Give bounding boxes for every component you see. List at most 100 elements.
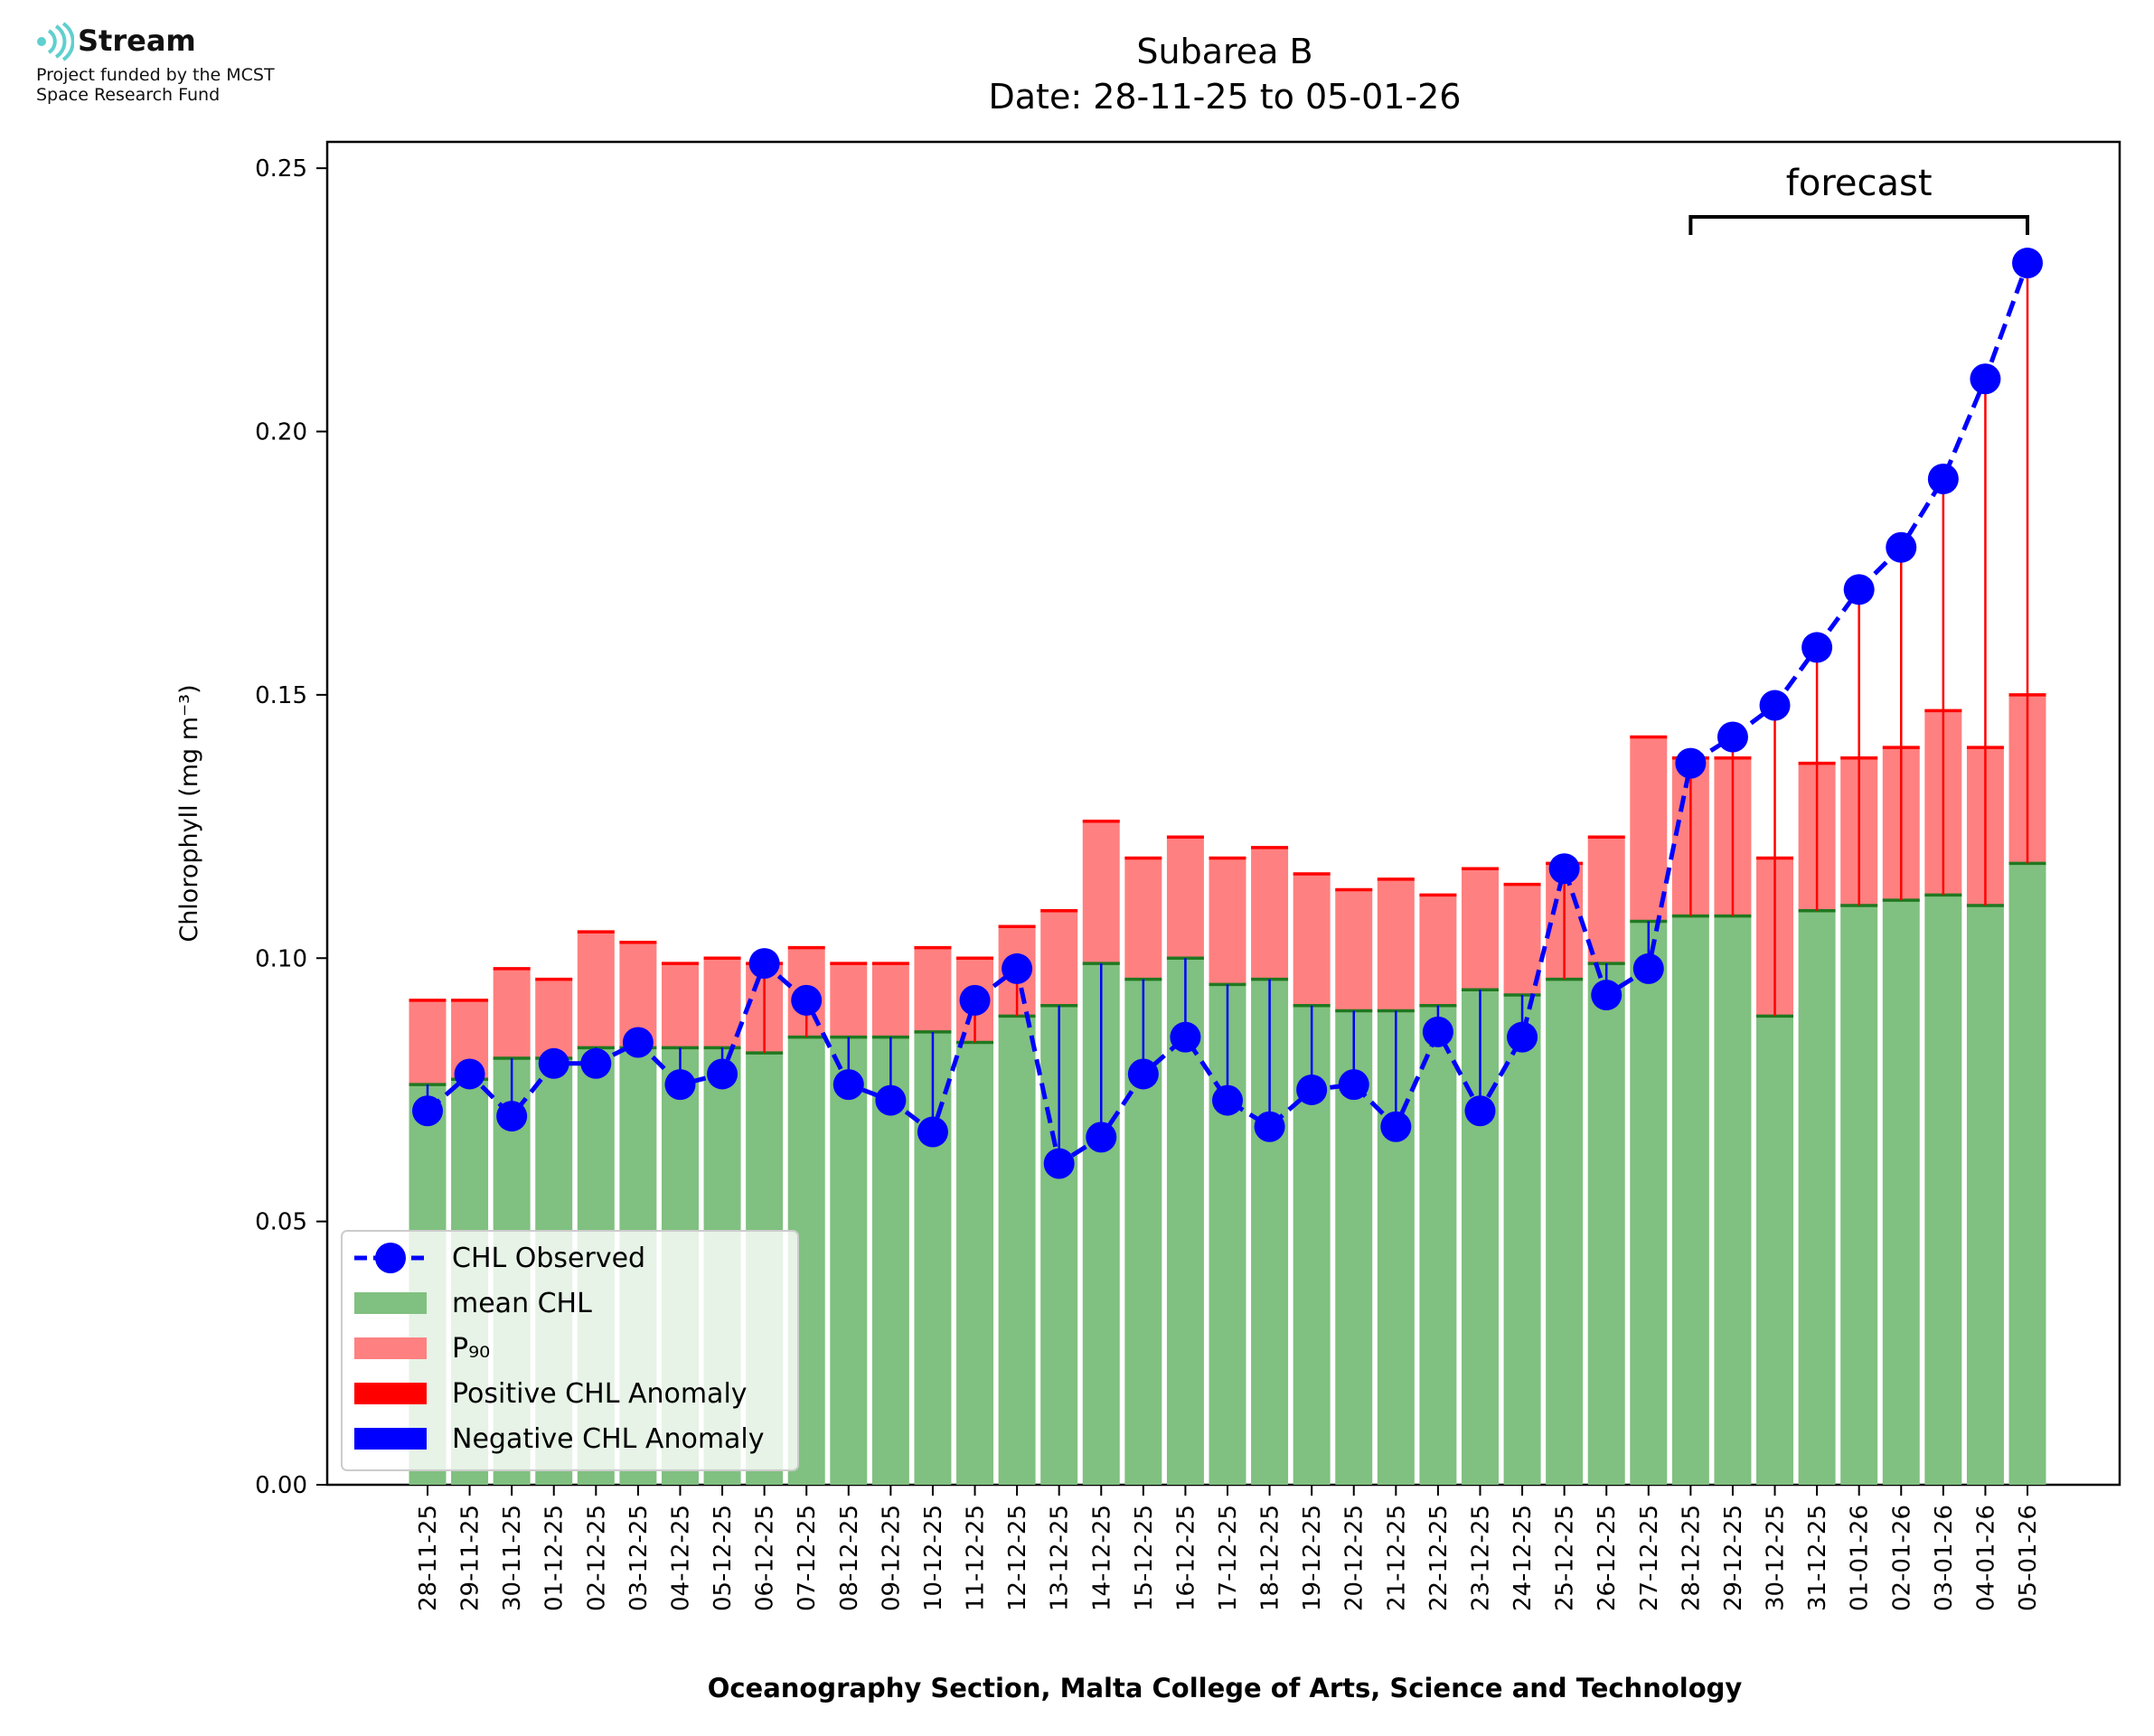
x-tick-label: 29-12-25	[1720, 1505, 1747, 1611]
x-tick-label: 23-12-25	[1467, 1505, 1494, 1611]
x-tick-label: 01-12-25	[541, 1505, 569, 1611]
p90-bar	[577, 932, 615, 1048]
p90-bar	[1209, 858, 1246, 985]
x-tick-label: 26-12-25	[1594, 1505, 1621, 1611]
observed-point	[1464, 1095, 1496, 1127]
observed-point	[580, 1047, 612, 1079]
logo-brand: Stream	[78, 23, 196, 58]
x-tick-label: 06-12-25	[752, 1505, 779, 1611]
observed-point	[1801, 632, 1833, 663]
x-tick-label: 18-12-25	[1257, 1505, 1284, 1611]
x-tick-label: 28-12-25	[1678, 1505, 1705, 1611]
x-tick-label: 17-12-25	[1215, 1505, 1242, 1611]
x-tick-label: 04-12-25	[667, 1505, 694, 1611]
legend-label: CHL Observed	[452, 1243, 645, 1274]
x-tick-label: 04-01-26	[1972, 1505, 1999, 1611]
logo-funding-text: Project funded by the MCST Space Researc…	[36, 65, 275, 105]
y-tick-label: 0.05	[255, 1209, 307, 1236]
y-axis-label: Chlorophyll (mg m⁻³)	[175, 684, 203, 942]
p90-bar	[1040, 910, 1078, 1006]
p90-bar	[409, 999, 447, 1085]
p90-bar	[661, 963, 699, 1048]
observed-point	[1002, 952, 1033, 984]
x-tick-label: 20-12-25	[1341, 1505, 1369, 1611]
x-tick-label: 11-12-25	[963, 1505, 990, 1611]
mean-bar	[1714, 915, 1752, 1485]
x-tick-label: 27-12-25	[1636, 1505, 1663, 1611]
observed-point	[1380, 1111, 1412, 1142]
x-tick-label: 30-11-25	[499, 1505, 526, 1611]
observed-point	[1507, 1021, 1538, 1053]
observed-point	[2012, 248, 2043, 279]
x-tick-label: 05-12-25	[710, 1505, 737, 1611]
legend-label: Positive CHL Anomaly	[452, 1378, 748, 1410]
mean-bar	[1924, 895, 1962, 1485]
p90-bar	[493, 968, 531, 1058]
x-tick-label: 02-01-26	[1888, 1505, 1915, 1611]
legend-mean-swatch	[354, 1292, 427, 1314]
observed-point	[454, 1058, 485, 1090]
x-tick-label: 08-12-25	[836, 1505, 863, 1611]
legend-label: mean CHL	[452, 1288, 592, 1319]
logo-funding-line1: Project funded by the MCST	[36, 65, 275, 85]
mean-bar	[2008, 863, 2046, 1485]
y-tick-label: 0.00	[255, 1472, 307, 1499]
x-tick-label: 16-12-25	[1172, 1505, 1199, 1611]
x-tick-label: 02-12-25	[583, 1505, 610, 1611]
observed-point	[1717, 721, 1748, 753]
p90-bar	[1377, 878, 1415, 1011]
x-tick-label: 21-12-25	[1383, 1505, 1410, 1611]
forecast-bracket	[1688, 215, 2029, 235]
x-tick-label: 03-12-25	[626, 1505, 653, 1611]
y-tick-label: 0.20	[255, 419, 307, 446]
stream-logo-icon	[37, 22, 74, 61]
x-tick-label: 22-12-25	[1425, 1505, 1453, 1611]
observed-point	[1591, 980, 1623, 1011]
y-tick-label: 0.10	[255, 945, 307, 972]
p90-bar	[1503, 884, 1541, 996]
observed-point	[791, 984, 823, 1016]
x-tick-label: 25-12-25	[1552, 1505, 1579, 1611]
observed-point	[1548, 853, 1580, 885]
p90-bar	[1124, 858, 1162, 980]
chart-subtitle: Date: 28-11-25 to 05-01-26	[989, 77, 1462, 117]
observed-point	[1212, 1084, 1243, 1116]
mean-bar	[830, 1037, 868, 1485]
observed-point	[622, 1027, 654, 1058]
observed-point	[412, 1095, 443, 1127]
observed-point	[917, 1116, 948, 1148]
observed-point	[1759, 690, 1791, 721]
observed-point	[1927, 463, 1959, 494]
observed-point	[1296, 1074, 1328, 1105]
p90-bar	[1630, 737, 1668, 922]
x-tick-label: 01-01-26	[1847, 1505, 1874, 1611]
mean-bar	[1419, 1005, 1457, 1485]
mean-bar	[1503, 995, 1541, 1485]
x-tick-label: 05-01-26	[2015, 1505, 2042, 1611]
legend-positive-swatch	[354, 1383, 427, 1404]
observed-point	[1170, 1021, 1201, 1053]
p90-bar	[535, 979, 573, 1058]
observed-point	[1886, 531, 1917, 563]
observed-point	[1086, 1121, 1117, 1153]
forecast-label: forecast	[1786, 163, 1933, 204]
observed-point	[1422, 1016, 1453, 1047]
p90-bar	[914, 947, 952, 1032]
observed-point	[496, 1101, 528, 1132]
legend-observed-marker	[375, 1243, 406, 1273]
x-tick-label: 07-12-25	[794, 1505, 821, 1611]
p90-bar	[703, 958, 741, 1048]
mean-bar	[1966, 905, 2004, 1485]
observed-point	[664, 1069, 696, 1101]
y-tick-label: 0.15	[255, 682, 307, 709]
observed-point	[832, 1069, 864, 1101]
x-tick-label: 09-12-25	[878, 1505, 905, 1611]
observed-point	[538, 1047, 569, 1079]
p90-bar	[1461, 868, 1499, 990]
legend-p90-swatch	[354, 1337, 427, 1359]
observed-point	[1254, 1111, 1285, 1142]
observed-point	[875, 1084, 907, 1116]
observed-point	[1338, 1069, 1369, 1101]
observed-point	[1127, 1058, 1159, 1090]
